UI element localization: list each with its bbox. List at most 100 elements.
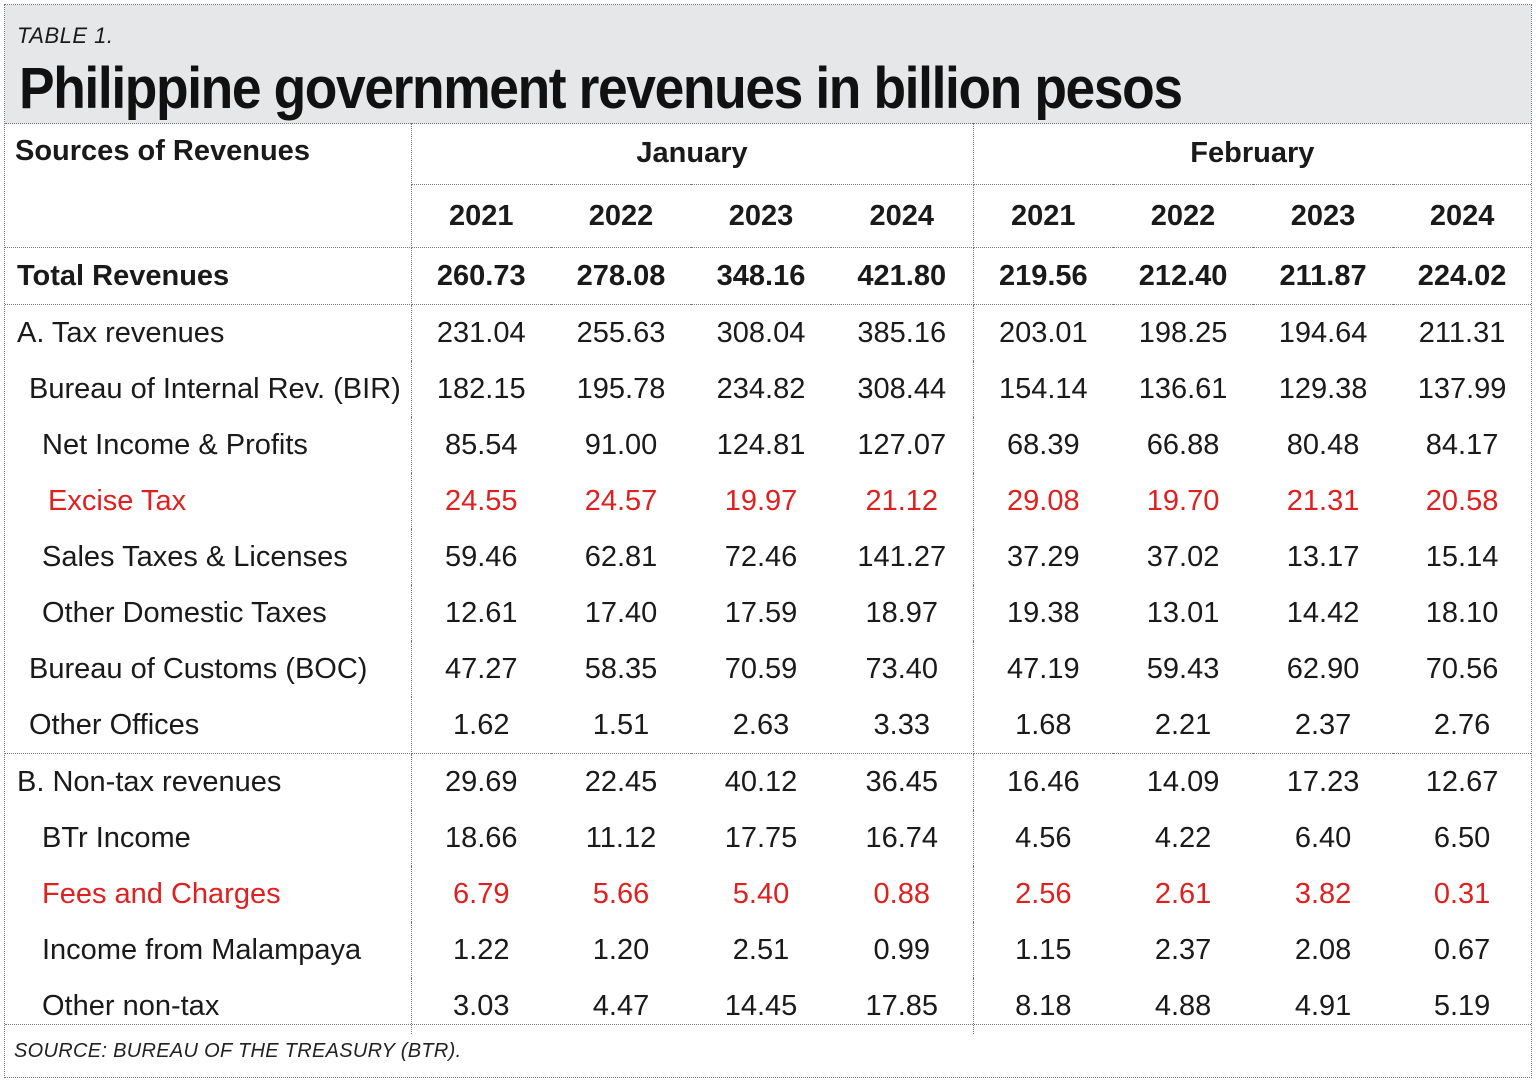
- value-cell: 91.00: [584, 428, 658, 461]
- value-cell: 62.81: [584, 540, 658, 573]
- row-label: BTr Income: [5, 810, 412, 866]
- table-label: TABLE 1.: [17, 23, 114, 48]
- value-cell: 18.66: [444, 821, 518, 854]
- value-cell: 22.45: [584, 765, 658, 798]
- value-cell: 37.02: [1146, 540, 1220, 573]
- value-cell: 2.56: [1015, 877, 1072, 910]
- row-label: Other Domestic Taxes: [5, 585, 412, 641]
- table-row: Other Offices 1.62 1.51 2.63 3.33 1.68 2.21 2.3…: [5, 697, 1532, 754]
- value-cell: 182.15: [436, 372, 526, 405]
- value-cell: 21.12: [831, 473, 974, 529]
- value-cell: 219.56: [973, 247, 1114, 305]
- value-cell: 8.18: [1015, 989, 1072, 1022]
- table-row: Income from Malampaya 1.22 1.20 2.51 0.99 1.1…: [5, 922, 1531, 978]
- revenue-table: Sources of Revenues January February 202…: [5, 123, 1532, 1034]
- value-cell: 14.09: [1146, 765, 1220, 798]
- value-cell: 2.08: [1294, 933, 1352, 966]
- value-cell: 278.08: [551, 247, 691, 305]
- table-row: Net Income & Profits 85.54 91.00 124.81 127.…: [5, 417, 1531, 473]
- value-cell: 127.07: [831, 417, 974, 473]
- value-cell: 308.44: [831, 361, 974, 417]
- table-row: Bureau of Internal Rev. (BIR) 182.15 195.7…: [5, 361, 1531, 417]
- value-cell: 17.23: [1286, 765, 1360, 798]
- value-cell: 141.27: [831, 529, 974, 585]
- value-cell: 29.69: [444, 765, 518, 798]
- value-cell: 154.14: [998, 372, 1088, 405]
- value-cell: 224.02: [1393, 247, 1532, 305]
- row-label: A. Tax revenues: [5, 304, 412, 361]
- value-cell: 1.68: [973, 697, 1114, 754]
- value-cell: 348.16: [691, 247, 831, 305]
- value-cell: 5.40: [732, 877, 790, 910]
- value-cell: 12.61: [444, 596, 518, 629]
- title-banner: TABLE 1. Philippine government revenues …: [5, 5, 1531, 124]
- value-cell: 85.54: [444, 428, 518, 461]
- value-cell: 1.20: [592, 933, 650, 966]
- value-cell: 255.63: [576, 316, 666, 349]
- value-cell: 18.97: [831, 585, 974, 641]
- table-row: Total Revenues 260.73 278.08 348.16 421.80 21…: [5, 247, 1532, 305]
- row-label: Bureau of Internal Rev. (BIR): [5, 361, 412, 417]
- value-cell: 13.01: [1146, 596, 1220, 629]
- value-cell: 19.70: [1146, 484, 1220, 517]
- value-cell: 2.76: [1393, 697, 1532, 754]
- value-cell: 73.40: [831, 641, 974, 697]
- value-cell: 308.04: [716, 316, 806, 349]
- source-note: SOURCE: BUREAU OF THE TREASURY (BTR).: [14, 1040, 462, 1062]
- value-cell: 68.39: [1007, 428, 1080, 461]
- row-label: Excise Tax: [5, 473, 412, 529]
- value-cell: 2.51: [732, 933, 790, 966]
- value-cell: 70.56: [1425, 652, 1499, 685]
- value-cell: 3.82: [1294, 877, 1352, 910]
- value-cell: 136.61: [1138, 372, 1228, 405]
- year-header-row: 2021 2022 2023 2024 2021 2022 2023 2024: [5, 184, 1532, 248]
- table-row: Excise Tax 24.55 24.57 19.97 21.12 29.08 19.70…: [5, 473, 1531, 529]
- value-cell: 17.59: [724, 596, 798, 629]
- value-cell: 2.63: [691, 697, 831, 754]
- value-cell: 15.14: [1425, 540, 1499, 573]
- table-body: Total Revenues 260.73 278.08 348.16 421.80 21…: [5, 247, 1532, 1034]
- value-cell: 24.55: [444, 484, 518, 517]
- year-header: 2023: [1253, 184, 1394, 248]
- year-header: 2024: [831, 184, 974, 248]
- row-label: Other non-tax: [5, 978, 412, 1034]
- value-cell: 4.88: [1154, 989, 1212, 1022]
- value-cell: 16.74: [831, 810, 974, 866]
- value-cell: 12.67: [1425, 765, 1499, 798]
- value-cell: 59.46: [444, 540, 518, 573]
- value-cell: 72.46: [724, 540, 798, 573]
- value-cell: 80.48: [1286, 428, 1360, 461]
- table-row: A. Tax revenues 231.04 255.63 308.04 385.16 2…: [5, 304, 1531, 361]
- month-header-february: February: [973, 123, 1532, 186]
- row-label: Sales Taxes & Licenses: [5, 529, 412, 585]
- table-row: Other Domestic Taxes 12.61 17.40 17.59 18.97…: [5, 585, 1531, 641]
- value-cell: 47.19: [1007, 652, 1080, 685]
- value-cell: 24.57: [584, 484, 658, 517]
- value-cell: 0.31: [1433, 877, 1491, 910]
- value-cell: 18.10: [1425, 596, 1499, 629]
- value-cell: 6.79: [453, 877, 510, 910]
- year-header: 2021: [973, 184, 1114, 248]
- row-label: Total Revenues: [5, 247, 412, 305]
- value-cell: 84.17: [1425, 428, 1499, 461]
- value-cell: 58.35: [584, 652, 658, 685]
- value-cell: 212.40: [1113, 247, 1254, 305]
- value-cell: 19.38: [1007, 596, 1080, 629]
- year-header: 2021: [411, 184, 551, 248]
- value-cell: 0.88: [831, 866, 974, 922]
- value-cell: 47.27: [444, 652, 518, 685]
- value-cell: 124.81: [716, 428, 806, 461]
- value-cell: 3.33: [831, 697, 974, 754]
- table-row: Bureau of Customs (BOC) 47.27 58.35 70.59 73…: [5, 641, 1531, 697]
- value-cell: 260.73: [411, 247, 551, 305]
- page-title: Philippine government revenues in billio…: [19, 56, 1183, 121]
- sources-header: Sources of Revenues: [5, 123, 412, 248]
- value-cell: 385.16: [831, 304, 974, 361]
- value-cell: 62.90: [1286, 652, 1360, 685]
- value-cell: 195.78: [576, 372, 666, 405]
- value-cell: 1.22: [453, 933, 510, 966]
- value-cell: 231.04: [436, 316, 526, 349]
- value-cell: 6.40: [1294, 821, 1352, 854]
- value-cell: 70.59: [724, 652, 798, 685]
- value-cell: 19.97: [724, 484, 798, 517]
